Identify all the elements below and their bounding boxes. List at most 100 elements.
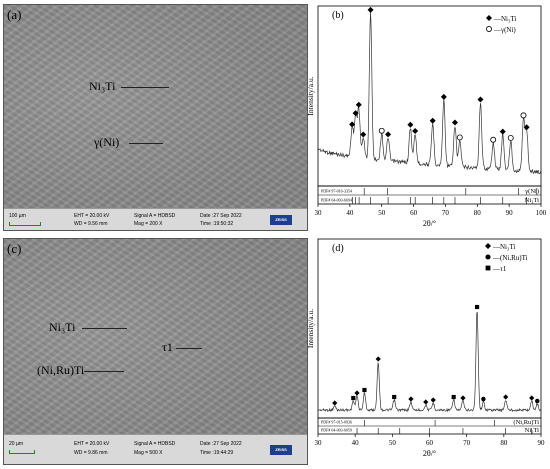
peak-marker-diamond [440, 93, 447, 100]
wd-a: WD = 9.56 mm [74, 221, 108, 227]
peak-marker-diamond [367, 6, 374, 13]
legend-label: —Ni₃Ti [493, 15, 516, 23]
x-tick-label: 30 [315, 209, 323, 217]
xrd-chart-b: PDF# 97-016-3354 γ(Ni) PDF# 04-003-6694 Ni₃… [306, 5, 547, 228]
peak-marker-circle [481, 396, 486, 402]
zeiss-logo-c: ZEISS [270, 445, 292, 455]
reference-pdf-label: PDF# 04-003-6059 [321, 428, 352, 433]
peak-marker-diamond [385, 131, 392, 138]
peak-marker-circle [490, 136, 497, 143]
legend-marker [485, 254, 491, 260]
label-ni3ti-a: Ni₃Ti [89, 79, 116, 93]
x-axis-label: 2θ/° [423, 219, 436, 228]
legend-label: —Ni₃Ti [492, 243, 515, 251]
y-axis-label: Intensity/a.u. [306, 76, 315, 115]
x-tick-label: 70 [442, 209, 450, 217]
peak-marker-square [392, 394, 397, 400]
eht-c: EHT = 20.00 kV [74, 441, 110, 447]
leader-gamma-ni-a [129, 143, 163, 144]
reference-pdf-label: PDF# 97-015-0936 [321, 420, 352, 425]
sem-databar-a: 100 µm EHT = 20.00 kV WD = 9.56 mm Signa… [4, 208, 307, 230]
plot-frame [317, 238, 542, 419]
peak-marker-diamond [429, 117, 436, 124]
legend-marker [486, 15, 492, 21]
leader-niruti-c [84, 371, 124, 372]
reference-phase-label: Ni₃Ti [525, 197, 540, 204]
x-tick-label: 60 [426, 439, 434, 447]
signal-a: Signal A = HDBSD [134, 213, 176, 219]
mag-c: Mag = 500 X [134, 450, 163, 456]
x-tick-label: 60 [410, 209, 418, 217]
leader-tau1-c [176, 348, 202, 349]
x-tick-label: 90 [506, 209, 513, 217]
panel-letter: (b) [332, 10, 344, 21]
x-tick-label: 70 [463, 439, 471, 447]
x-tick-label: 100 [536, 209, 547, 217]
x-tick-label: 80 [474, 209, 482, 217]
peak-marker-diamond [451, 119, 458, 126]
panel-letter: (d) [332, 243, 344, 254]
x-tick-label: 50 [378, 209, 386, 217]
label-tau1-c: τ1 [162, 340, 173, 354]
reference-pdf-label: PDF# 04-003-6694 [321, 198, 352, 203]
reference-pdf-label: PDF# 97-016-3354 [321, 189, 352, 194]
label-ni3ti-c: Ni₃Ti [49, 320, 76, 334]
x-tick-label: 80 [500, 439, 508, 447]
peak-marker-square [362, 387, 367, 393]
scale-bar-c [9, 450, 35, 454]
time-c: Time :19:44:29 [200, 450, 234, 456]
time-a: Time :19:50:32 [200, 221, 234, 227]
reference-phase-label: Ni₃Ti [525, 427, 540, 434]
legend-label: —γ(Ni) [493, 26, 516, 34]
scale-bar-label-a: 100 µm [9, 213, 26, 219]
x-tick-label: 40 [352, 439, 360, 447]
date-a: Date :27 Sep 2022 [200, 213, 242, 219]
sem-texture-c [4, 239, 307, 464]
eht-a: EHT = 20.00 kV [74, 213, 110, 219]
peak-marker-diamond [352, 110, 359, 117]
peak-marker-circle [520, 112, 527, 119]
peak-marker-diamond [355, 101, 362, 108]
legend-marker [485, 243, 491, 249]
peak-marker-circle [535, 398, 540, 404]
peak-marker-diamond [408, 396, 414, 402]
x-axis-label: 2θ/° [423, 449, 436, 458]
x-tick-label: 30 [315, 439, 323, 447]
signal-c: Signal A = HDBSD [134, 441, 176, 447]
reference-phase-label: (Ni,Ru)Ti [513, 419, 539, 426]
peak-marker-circle [378, 127, 385, 134]
xrd-pattern-line [317, 11, 542, 175]
peak-marker-diamond [349, 121, 356, 128]
peak-marker-diamond [430, 397, 436, 403]
x-tick-label: 40 [346, 209, 354, 217]
peak-marker-diamond [354, 390, 360, 396]
panel-letter-c: (c) [7, 241, 22, 256]
reference-phase-label: γ(Ni) [524, 188, 539, 195]
x-tick-label: 50 [389, 439, 397, 447]
label-niruti-c: (Ni,Ru)Ti [37, 363, 85, 377]
peak-marker-diamond [503, 394, 509, 400]
xrd-chart-d: PDF# 97-015-0936 (Ni,Ru)Ti PDF# 04-003-605… [306, 238, 545, 458]
scale-bar-a [9, 222, 41, 226]
peak-marker-diamond [529, 395, 535, 401]
xrd-pattern-line [317, 311, 542, 413]
peak-marker-diamond [523, 124, 530, 131]
peak-marker-square [451, 394, 456, 400]
peak-marker-square [474, 304, 480, 310]
sem-image-c: (c) Ni₃Ti τ1 (Ni,Ru)Ti 20 µm EHT = 20.00… [3, 238, 308, 465]
leader-ni3ti-a [121, 87, 169, 88]
legend-label: —(Ni,Ru)Ti [492, 254, 528, 262]
panel-letter-a: (a) [7, 7, 22, 22]
zeiss-logo-a: ZEISS [270, 215, 292, 225]
sem-texture-a [4, 5, 307, 230]
legend-marker [485, 265, 491, 271]
wd-c: WD = 9.86 mm [74, 450, 108, 456]
y-axis-label: Intensity/a.u. [306, 309, 315, 348]
peak-marker-diamond [375, 356, 381, 362]
mag-a: Mag = 200 X [134, 221, 163, 227]
legend-label: —τ1 [492, 265, 507, 273]
legend-marker [486, 26, 492, 32]
peak-marker-circle [456, 134, 463, 141]
date-c: Date :27 Sep 2022 [200, 441, 242, 447]
peak-marker-diamond [332, 400, 338, 406]
